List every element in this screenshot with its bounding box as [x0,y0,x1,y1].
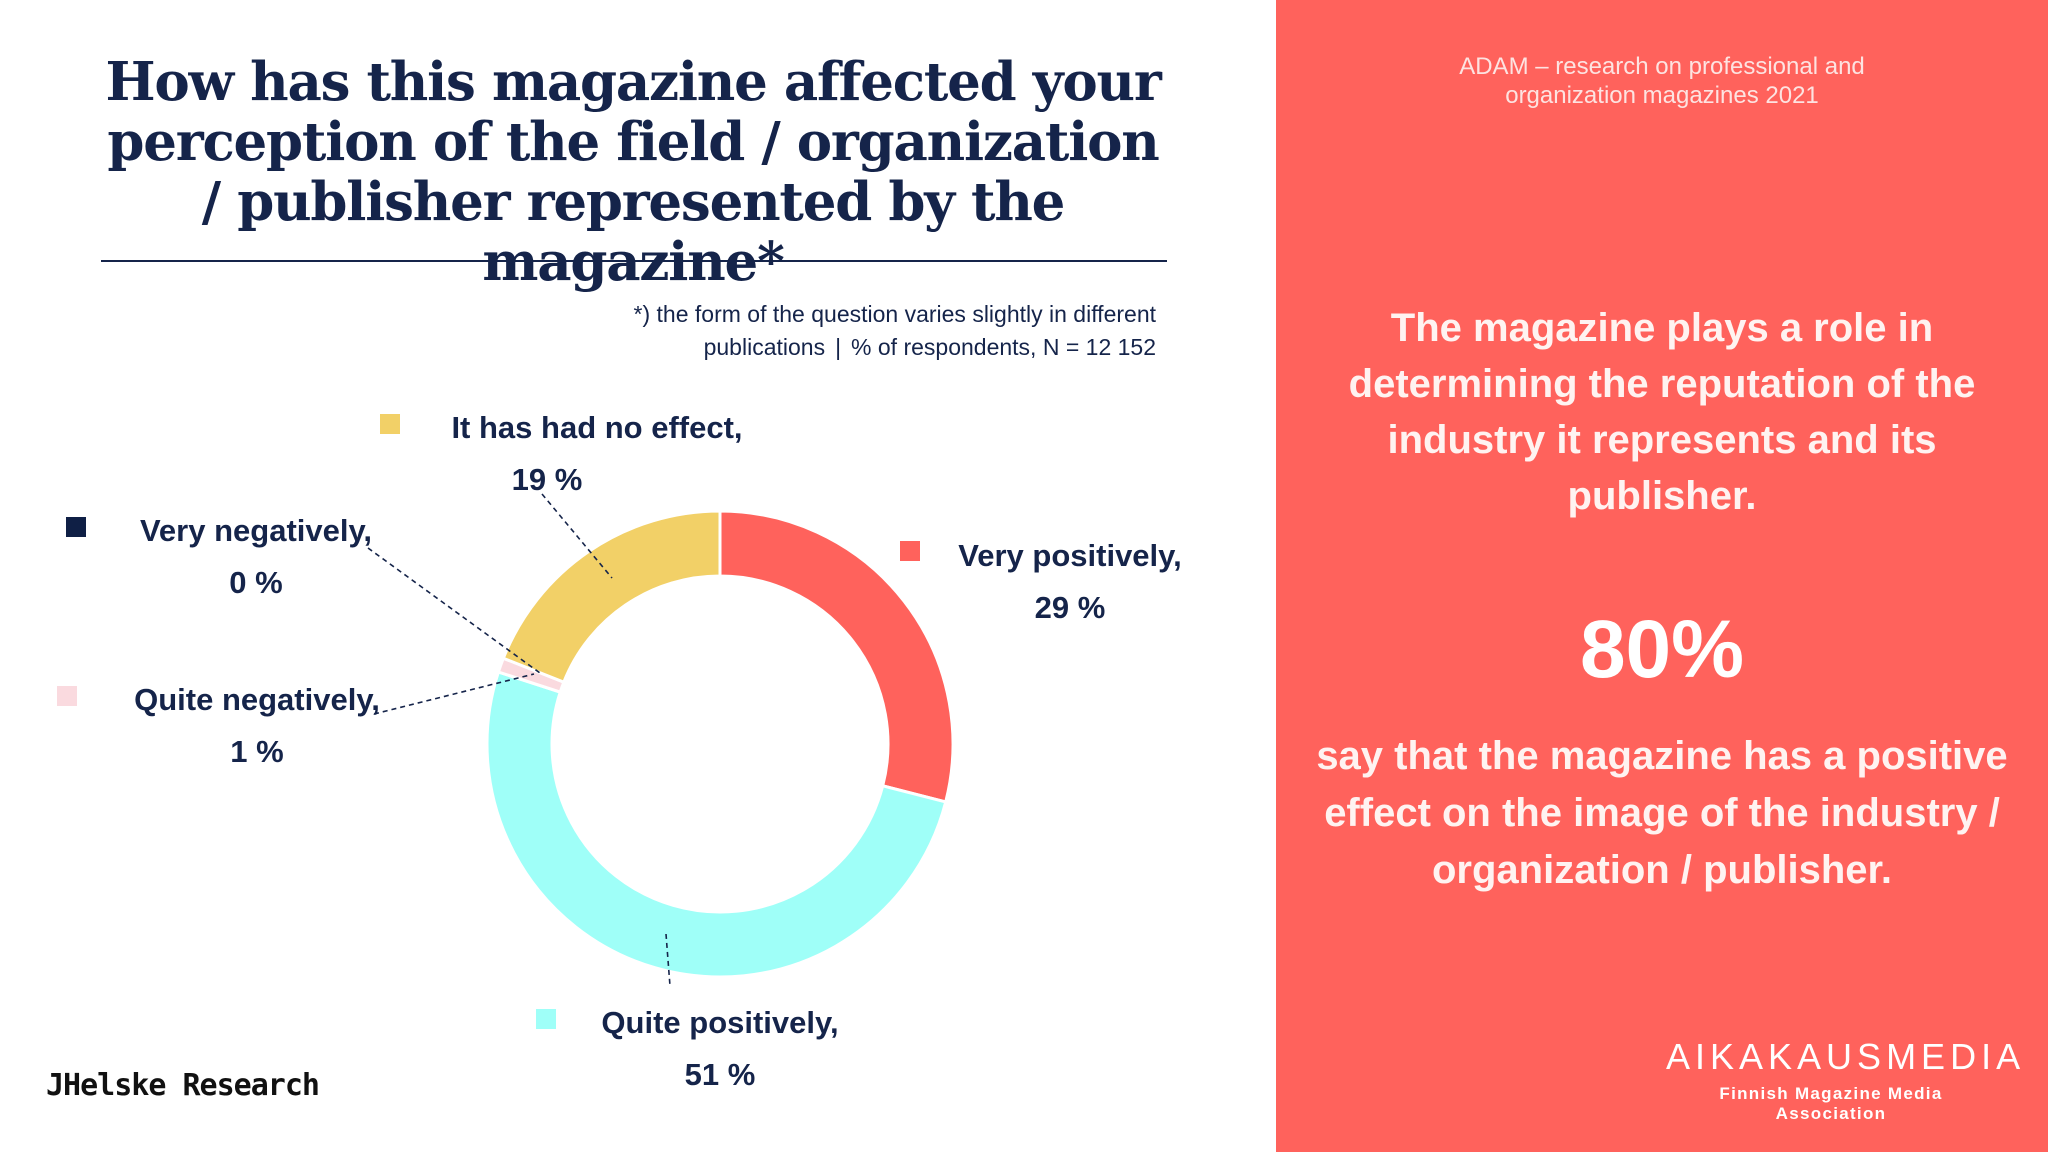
label-quite-positively-name: Quite positively, [601,1005,839,1040]
label-very-positively-value: 29 % [1034,590,1106,625]
study-title-line-1: ADAM – research on professional and [1459,53,1865,80]
headline-statistic: 80% [1579,604,1745,695]
jhelske-research-logo: JHelske Research [46,1068,320,1103]
legend-swatch-very-negatively [66,517,86,537]
key-message: The magazine plays a role in determining… [1348,306,1976,518]
title-divider [101,260,1167,262]
label-very-negatively: Very negatively, 0 % [118,511,394,603]
question-note: *) the form of the question varies sligh… [456,298,1156,364]
aikakausmedia-logo: AIKAKAUSMEDIA [1666,1036,2026,1077]
leader-line-no-effect [541,493,613,579]
label-very-positively-name: Very positively, [958,538,1182,573]
donut-slice-no-effect [501,509,722,685]
donut-chart [367,493,955,987]
donut-slice-quite-positively [485,670,948,979]
label-quite-negatively: Quite negatively, 1 % [112,680,402,772]
donut-slice-very-positively [718,509,955,804]
leader-lines [367,493,671,987]
label-no-effect: It has had no effect, 19 % [430,408,764,500]
study-title-line-2: organization magazines 2021 [1505,82,1819,109]
aikakausmedia-tagline: Finnish Magazine Media Association [1719,1084,1943,1123]
donut-slices [485,509,955,979]
label-quite-positively: Quite positively, 51 % [580,1003,860,1095]
note-line-2: publications | % of respondents, N = 12 15… [456,331,1156,364]
legend-swatch-no-effect [380,414,400,434]
study-title: ADAM – research on professional and orga… [1276,52,2048,110]
label-very-negatively-value: 0 % [229,565,283,600]
chart-title: How has this magazine affected your perc… [105,51,1161,293]
label-quite-negatively-value: 1 % [230,734,284,769]
note-publications: publications [703,334,826,360]
note-line-1: *) the form of the question varies sligh… [633,301,1156,327]
label-no-effect-value: 19 % [511,462,583,497]
label-very-positively: Very positively, 29 % [940,536,1200,628]
label-quite-positively-value: 51 % [684,1057,756,1092]
note-respondents: % of respondents, N = 12 152 [851,334,1156,360]
legend-swatch-quite-negatively [57,686,77,706]
label-no-effect-name: It has had no effect, [451,410,743,445]
label-quite-negatively-name: Quite negatively, [134,682,380,717]
chart-panel: How has this magazine affected your perc… [46,51,1200,1103]
legend-swatch-quite-positively [536,1009,556,1029]
leader-line-quite-negatively [373,673,535,715]
summary-panel: ADAM – research on professional and orga… [1276,0,2048,1152]
legend-swatch-very-positively [900,541,920,561]
label-very-negatively-name: Very negatively, [139,513,373,548]
statistic-description: say that the magazine has a positive eff… [1316,734,2008,892]
note-separator: | [835,334,842,360]
